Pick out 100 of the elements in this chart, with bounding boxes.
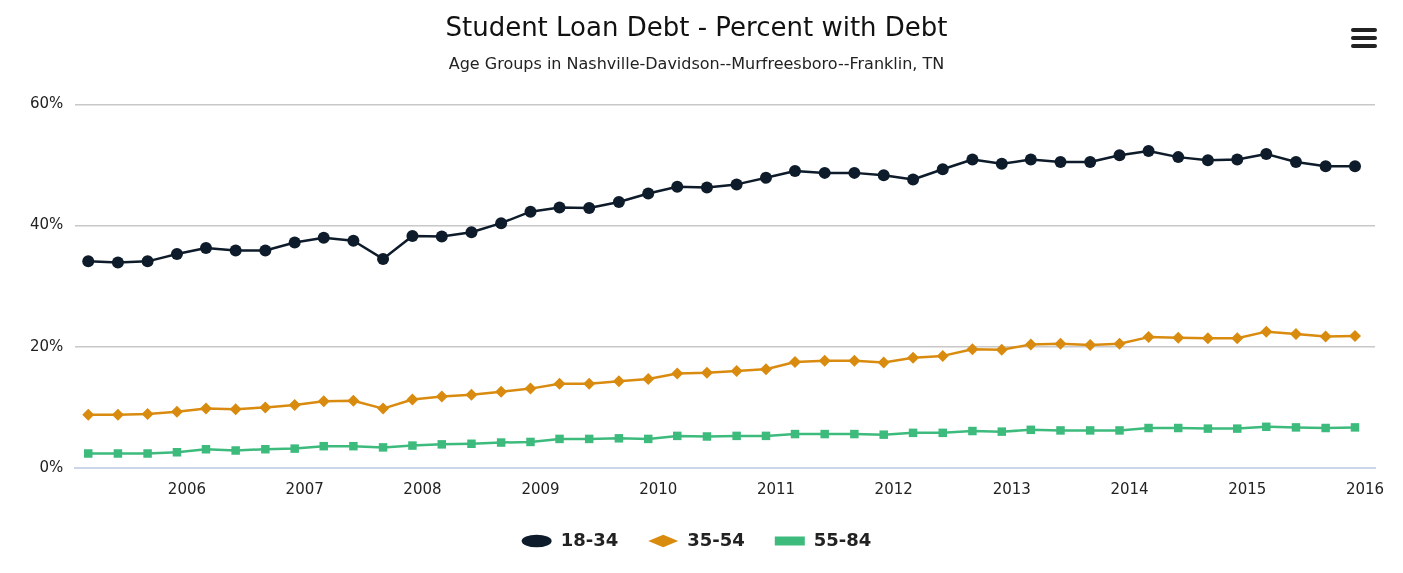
point: [1319, 160, 1332, 173]
point: [759, 171, 772, 184]
point: [759, 363, 772, 376]
point: [1233, 424, 1242, 433]
point: [907, 351, 920, 364]
point: [1231, 332, 1244, 345]
point: [406, 393, 419, 406]
point: [259, 401, 272, 414]
point: [968, 426, 977, 436]
point: [288, 398, 301, 411]
point: [614, 434, 624, 443]
point: [671, 367, 684, 380]
point: [1142, 331, 1155, 344]
x-tick-label: 2008: [403, 479, 442, 498]
x-tick-label: 2013: [992, 479, 1031, 498]
point: [1113, 337, 1126, 350]
point: [936, 163, 949, 176]
point: [1113, 149, 1126, 162]
point: [673, 431, 682, 441]
point: [377, 252, 390, 265]
point: [907, 173, 920, 186]
point: [1291, 423, 1301, 432]
y-tick-label: 60%: [30, 94, 64, 113]
point: [818, 354, 831, 367]
point: [1289, 328, 1302, 341]
point: [671, 180, 684, 193]
point: [1172, 151, 1185, 164]
point: [141, 408, 154, 421]
point: [465, 226, 478, 239]
point: [877, 356, 890, 369]
point: [229, 403, 242, 416]
point: [524, 382, 537, 395]
point: [82, 408, 95, 421]
point: [319, 441, 328, 451]
point: [1024, 153, 1037, 166]
point: [936, 349, 949, 362]
point: [113, 449, 123, 458]
point: [435, 230, 448, 243]
point: [1350, 423, 1360, 432]
point: [261, 444, 270, 454]
point: [1260, 325, 1273, 338]
point: [496, 438, 506, 447]
point: [1085, 426, 1095, 435]
point: [317, 231, 330, 244]
point: [700, 366, 713, 379]
point: [435, 390, 448, 403]
x-tick-label: 2007: [285, 479, 324, 498]
point: [789, 165, 802, 178]
point: [465, 388, 478, 401]
point: [997, 427, 1007, 436]
point: [141, 255, 154, 268]
point: [820, 429, 829, 439]
point: [1203, 424, 1213, 433]
point: [231, 446, 240, 455]
point: [347, 394, 360, 407]
point: [848, 354, 861, 367]
point: [1231, 153, 1244, 166]
point: [1349, 160, 1361, 173]
legend-label: 55-84: [813, 528, 872, 550]
point: [82, 255, 95, 268]
x-tick-label: 2009: [521, 479, 560, 498]
point: [730, 178, 743, 191]
point: [199, 402, 212, 415]
point: [199, 242, 212, 255]
point: [583, 202, 596, 215]
point: [818, 166, 831, 179]
point: [1054, 337, 1067, 350]
point: [467, 439, 476, 448]
point: [612, 195, 625, 208]
point: [170, 405, 183, 418]
point: [1172, 331, 1185, 344]
point: [1319, 330, 1332, 343]
point: [408, 441, 417, 450]
point: [524, 205, 537, 218]
point: [583, 377, 596, 390]
point: [966, 343, 979, 356]
point: [1262, 422, 1271, 432]
point: [143, 449, 152, 458]
point: [259, 244, 272, 257]
legend-label: 35-54: [687, 528, 745, 550]
point: [1084, 155, 1097, 168]
point: [347, 234, 360, 247]
point: [732, 431, 741, 441]
point: [288, 236, 301, 249]
point: [1349, 329, 1361, 342]
x-tick-label: 2011: [756, 479, 796, 498]
x-tick-label: 2016: [1345, 479, 1385, 498]
point: [437, 440, 447, 449]
point: [317, 395, 330, 408]
point: [995, 343, 1008, 356]
point: [642, 372, 655, 385]
point: [995, 157, 1008, 170]
point: [555, 434, 564, 444]
point: [850, 429, 859, 439]
x-tick-label: 2012: [874, 479, 913, 498]
point: [877, 169, 890, 182]
point: [879, 430, 888, 439]
point: [406, 229, 419, 242]
point: [1201, 332, 1214, 345]
point: [1144, 423, 1153, 433]
